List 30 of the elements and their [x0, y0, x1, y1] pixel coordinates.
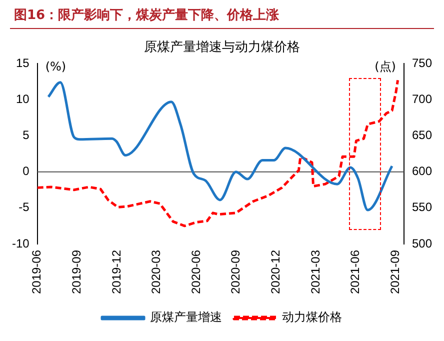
y2-tick-label: 600 — [412, 164, 432, 178]
y2-tick-label: 550 — [412, 200, 432, 214]
x-tick-label: 2020-06 — [188, 250, 203, 294]
y2-tick-label: 700 — [412, 92, 432, 106]
x-tick-label: 2021-09 — [388, 250, 402, 294]
y2-axis-title: (点) — [374, 60, 396, 74]
legend-label: 原煤产量增速 — [150, 310, 222, 324]
line-series — [47, 81, 394, 212]
x-tick-label: 2019-06 — [30, 250, 44, 294]
y-tick-label: 5 — [22, 128, 30, 142]
x-tick-label: 2021-06 — [348, 250, 362, 294]
y-tick-label: 10 — [16, 92, 30, 106]
y-tick-label: -10 — [12, 236, 30, 250]
y-axis-title: (%) — [45, 60, 66, 74]
y-tick-label: -5 — [18, 200, 30, 214]
chart-subtitle: 原煤产量增速与动力煤价格 — [144, 40, 300, 56]
line-series — [37, 78, 400, 228]
y-tick-label: 0 — [22, 164, 30, 178]
x-tick-label: 2020-03 — [149, 250, 164, 294]
x-tick-label: 2019-12 — [109, 250, 124, 294]
chart-title: 图16：限产影响下，煤炭产量下降、价格上涨 — [14, 6, 280, 24]
y-tick-label: 15 — [16, 56, 30, 70]
x-tick-label: 2020-09 — [228, 250, 243, 294]
legend-label: 动力煤价格 — [282, 310, 342, 324]
y2-tick-label: 750 — [412, 56, 432, 70]
x-tick-label: 2021-03 — [308, 250, 322, 294]
x-tick-label: 2019-09 — [69, 250, 84, 294]
y2-tick-label: 500 — [412, 236, 432, 250]
y2-tick-label: 650 — [412, 128, 432, 142]
x-tick-label: 2020-12 — [268, 250, 282, 294]
